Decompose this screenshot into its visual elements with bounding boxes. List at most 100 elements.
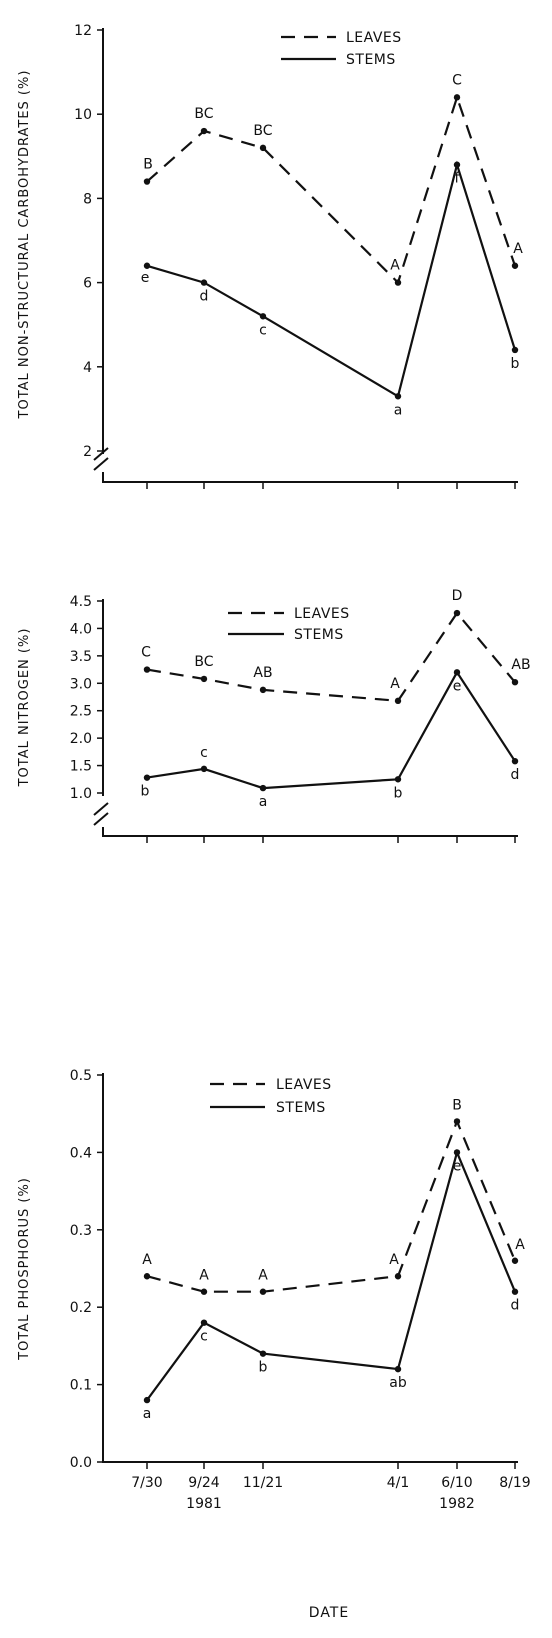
significance-label-stems-0-2: c <box>259 322 267 338</box>
series-line-stems-2 <box>146 1149 517 1401</box>
data-point-stems-2-1 <box>200 1319 208 1326</box>
legend-label-stems-0: STEMS <box>346 52 396 68</box>
y-tick-label-0-5: 12 <box>74 23 92 39</box>
y-tick-label-0-4: 10 <box>74 107 92 123</box>
data-point-stems-0-0 <box>143 262 151 269</box>
significance-label-leaves-1-1: BC <box>194 654 213 670</box>
y-tick-label-1-3: 2.5 <box>70 704 92 720</box>
legend-label-stems-1: STEMS <box>294 627 344 643</box>
significance-label-stems-1-2: a <box>259 794 268 810</box>
significance-label-leaves-1-0: C <box>141 645 151 661</box>
data-point-leaves-0-5 <box>511 262 519 269</box>
x-axis-title: DATE <box>309 1605 349 1621</box>
data-point-leaves-1-5 <box>511 678 519 686</box>
y-axis-title-2: TOTAL PHOSPHORUS (%) <box>17 1177 32 1361</box>
y-tick-label-1-7: 4.5 <box>70 594 92 610</box>
significance-label-leaves-0-1: BC <box>194 106 213 122</box>
data-point-leaves-0-0 <box>143 178 151 185</box>
significance-label-leaves-1-5: AB <box>511 657 530 673</box>
y-tick-label-1-5: 3.5 <box>70 649 92 665</box>
data-point-stems-1-1 <box>200 765 208 773</box>
data-point-leaves-0-4 <box>453 94 461 101</box>
significance-label-leaves-2-5: A <box>515 1237 525 1253</box>
axis-break-mark-upper-0 <box>93 447 109 461</box>
data-point-stems-0-4 <box>453 161 461 168</box>
axis-break-mark-upper-1 <box>93 802 109 816</box>
data-point-leaves-2-2 <box>259 1288 267 1295</box>
data-point-stems-0-1 <box>200 279 208 286</box>
data-point-stems-2-4 <box>453 1149 461 1156</box>
series-line-leaves-2 <box>146 1118 517 1293</box>
data-point-leaves-1-3 <box>394 697 402 705</box>
significance-label-stems-0-0: e <box>141 270 150 286</box>
data-point-stems-2-0 <box>143 1396 151 1404</box>
y-tick-label-0-2: 6 <box>83 276 92 292</box>
significance-label-stems-2-0: a <box>143 1406 152 1422</box>
y-tick-label-1-0: 1.0 <box>70 786 92 802</box>
y-tick-label-1-4: 3.0 <box>70 676 92 692</box>
significance-label-stems-0-4: f <box>455 171 461 187</box>
data-point-leaves-1-0 <box>143 666 151 673</box>
axis-break-mark-lower-0 <box>93 457 109 471</box>
significance-label-stems-2-1: c <box>200 1329 208 1345</box>
significance-label-stems-0-1: d <box>200 289 209 305</box>
data-point-stems-2-2 <box>259 1350 267 1357</box>
y-tick-label-2-1: 0.1 <box>70 1378 92 1394</box>
significance-label-leaves-1-2: AB <box>253 665 272 681</box>
significance-label-leaves-2-1: A <box>199 1268 209 1284</box>
data-point-leaves-1-4 <box>453 609 461 617</box>
significance-label-stems-2-4: e <box>453 1158 462 1174</box>
y-tick-label-0-3: 8 <box>83 191 92 207</box>
data-point-leaves-0-2 <box>259 144 267 152</box>
legend-label-stems-2: STEMS <box>276 1100 326 1116</box>
significance-label-stems-1-4: e <box>453 678 462 694</box>
x-tick-label-1: 9/24 <box>188 1475 220 1491</box>
significance-label-stems-0-5: b <box>511 356 520 372</box>
series-line-leaves-0 <box>146 93 517 285</box>
data-point-leaves-2-3 <box>394 1273 402 1280</box>
y-tick-label-1-1: 1.5 <box>70 759 92 775</box>
y-tick-label-2-3: 0.3 <box>70 1223 92 1239</box>
x-tick-label-5: 8/19 <box>499 1475 530 1491</box>
data-point-stems-1-0 <box>143 774 151 781</box>
significance-label-stems-1-3: b <box>394 785 403 801</box>
data-point-stems-1-3 <box>394 776 402 783</box>
significance-label-stems-1-5: d <box>511 767 520 783</box>
legend-label-leaves-1: LEAVES <box>294 606 350 622</box>
y-tick-label-0-0: 2 <box>83 444 92 460</box>
significance-label-stems-2-5: d <box>511 1298 520 1314</box>
significance-label-leaves-1-4: D <box>452 588 463 604</box>
significance-label-leaves-0-4: C <box>452 72 462 88</box>
data-point-leaves-2-1 <box>200 1288 208 1295</box>
significance-label-stems-1-1: c <box>200 745 208 761</box>
series-line-leaves-1 <box>146 611 516 702</box>
data-point-stems-0-2 <box>259 313 267 320</box>
y-tick-label-2-0: 0.0 <box>70 1455 92 1471</box>
significance-label-stems-2-2: b <box>259 1360 268 1376</box>
data-point-leaves-2-4 <box>453 1118 461 1125</box>
x-tick-label-0: 7/30 <box>131 1475 162 1491</box>
significance-label-leaves-0-5: A <box>513 241 523 257</box>
data-point-stems-1-5 <box>511 757 519 765</box>
data-point-stems-0-5 <box>511 346 519 354</box>
data-point-stems-1-4 <box>453 669 461 676</box>
x-tick-label-4: 6/10 <box>441 1475 472 1491</box>
data-point-leaves-1-2 <box>259 686 267 694</box>
legend-label-leaves-0: LEAVES <box>346 30 402 46</box>
data-point-stems-2-3 <box>394 1365 402 1373</box>
axis-break-mark-lower-1 <box>93 812 109 826</box>
significance-label-stems-2-3: ab <box>389 1375 407 1391</box>
significance-label-stems-0-3: a <box>394 402 403 418</box>
y-tick-label-2-5: 0.5 <box>70 1068 92 1084</box>
data-point-leaves-2-0 <box>143 1273 151 1280</box>
x-tick-label-2: 11/21 <box>243 1475 283 1491</box>
data-point-stems-2-5 <box>511 1288 519 1295</box>
x-tick-label-3: 4/1 <box>387 1475 410 1491</box>
series-line-stems-1 <box>146 670 516 790</box>
data-point-stems-0-3 <box>394 393 402 400</box>
x-year-label-0: 1981 <box>186 1496 222 1512</box>
data-point-stems-1-2 <box>259 784 267 792</box>
data-point-leaves-1-1 <box>200 675 208 683</box>
